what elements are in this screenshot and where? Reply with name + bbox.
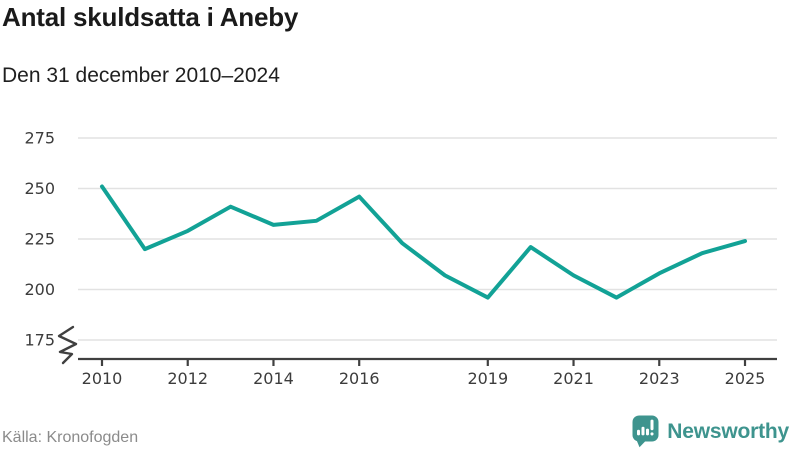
x-tick-label-2023: 2023	[639, 369, 680, 388]
y-tick-label-225: 225	[24, 230, 55, 249]
data-line-antal-skuldsatta	[100, 184, 747, 300]
newsworthy-wordmark: Newsworthy	[667, 419, 789, 443]
newsworthy-brand: Newsworthy	[632, 415, 789, 448]
newsworthy-logo-icon	[632, 415, 659, 448]
y-tick-label-175: 175	[24, 331, 55, 350]
x-tick-label-2010: 2010	[82, 369, 123, 388]
x-tick-label-2012: 2012	[167, 369, 208, 388]
chart-subtitle: Den 31 december 2010–2024	[2, 64, 280, 87]
source-caption: Källa: Kronofogden	[2, 429, 139, 446]
chart-title: Antal skuldsatta i Aneby	[2, 2, 299, 32]
x-tick-label-2014: 2014	[253, 369, 294, 388]
y-tick-label-200: 200	[24, 280, 55, 299]
x-tick-label-2016: 2016	[339, 369, 380, 388]
y-tick-label-275: 275	[24, 129, 55, 148]
y-axis-break-squiggle	[57, 325, 78, 365]
x-tick-label-2019: 2019	[467, 369, 508, 388]
x-tick-label-2021: 2021	[553, 369, 594, 388]
x-tick-label-2025: 2025	[725, 369, 766, 388]
y-tick-label-250: 250	[24, 179, 55, 198]
